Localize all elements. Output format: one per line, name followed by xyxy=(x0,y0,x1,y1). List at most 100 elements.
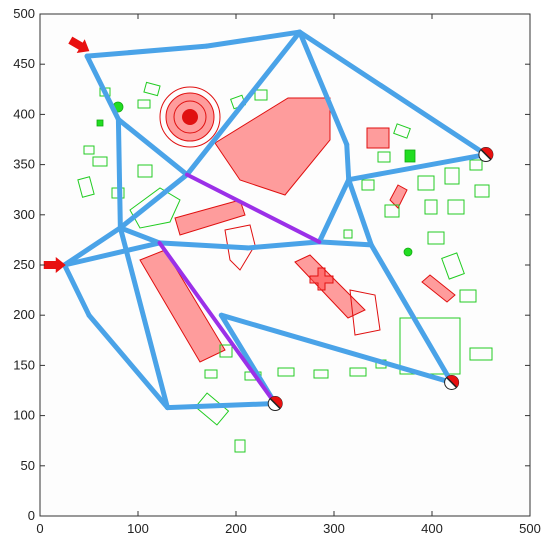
obstacle-zone xyxy=(139,249,226,363)
target-markers xyxy=(267,147,494,412)
entry-arrow-shape xyxy=(68,36,90,54)
obstacle-outline xyxy=(224,224,256,271)
building xyxy=(459,289,477,303)
building-layer xyxy=(77,81,493,453)
route-edge xyxy=(117,225,163,246)
route-edge xyxy=(245,239,322,251)
route-edge xyxy=(84,43,210,59)
route-edge xyxy=(346,177,374,248)
building xyxy=(277,367,295,377)
target-bar xyxy=(269,398,281,410)
building xyxy=(343,229,353,239)
axis-ticks: 0 100 200 300 400 500 0 50 100 150 200 250 300 350 400… xyxy=(13,6,541,536)
route-edge xyxy=(117,172,190,231)
entry-arrow-icon xyxy=(43,257,66,273)
x-tick-label: 400 xyxy=(421,521,443,536)
x-tick-label: 0 xyxy=(36,521,43,536)
building xyxy=(361,179,375,191)
route-edge xyxy=(164,401,278,411)
obstacle-outline xyxy=(349,289,381,336)
route-edge xyxy=(62,262,92,318)
building xyxy=(447,199,465,215)
route-edge xyxy=(297,29,350,148)
target-bar xyxy=(446,376,458,388)
y-tick-label: 450 xyxy=(13,56,35,71)
route-edges xyxy=(62,29,489,411)
route-edge xyxy=(84,53,121,122)
y-tick-label: 100 xyxy=(13,408,35,423)
target-half xyxy=(270,396,283,409)
obstacle-zone xyxy=(421,274,456,303)
y-tick-label: 150 xyxy=(13,357,35,372)
route-edge xyxy=(368,242,455,385)
building xyxy=(441,252,465,280)
building xyxy=(204,369,218,379)
y-tick-label: 250 xyxy=(13,257,35,272)
route-edge xyxy=(204,29,303,49)
highlighted-edge xyxy=(185,172,322,244)
building xyxy=(377,151,391,163)
target-bar xyxy=(480,149,492,161)
highlighted-edge xyxy=(157,240,278,406)
building xyxy=(469,347,493,361)
building xyxy=(137,164,153,178)
route-edge xyxy=(297,29,489,158)
target-half xyxy=(480,147,493,160)
building xyxy=(403,247,413,257)
y-tick-label: 0 xyxy=(28,508,35,523)
obstacle-zone xyxy=(174,199,246,236)
building xyxy=(444,167,460,185)
target-marker-icon xyxy=(478,147,494,163)
route-edge xyxy=(62,225,123,268)
route-edge xyxy=(115,116,123,231)
obstacle-zone xyxy=(214,97,331,196)
building xyxy=(427,231,445,245)
building xyxy=(96,119,104,127)
building xyxy=(474,184,490,198)
route-edge xyxy=(316,177,352,245)
building xyxy=(137,99,151,109)
obstacle-zone xyxy=(294,254,366,319)
entry-arrow-icon xyxy=(68,36,90,54)
x-tick-label: 200 xyxy=(225,521,247,536)
target-half xyxy=(446,375,459,388)
building xyxy=(393,123,411,139)
building xyxy=(92,156,108,167)
obstacle-core xyxy=(182,109,198,125)
route-edge xyxy=(218,312,455,385)
y-tick-label: 400 xyxy=(13,106,35,121)
y-tick-label: 350 xyxy=(13,157,35,172)
building xyxy=(234,439,246,453)
building xyxy=(424,199,438,215)
building xyxy=(83,145,95,155)
y-tick-label: 500 xyxy=(13,6,35,21)
y-tick-label: 50 xyxy=(21,458,35,473)
building xyxy=(194,392,230,426)
building xyxy=(77,176,95,198)
obstacle-layer xyxy=(139,86,456,363)
route-edge xyxy=(346,152,489,183)
route-edge xyxy=(86,312,170,411)
y-tick-label: 300 xyxy=(13,207,35,222)
x-tick-label: 500 xyxy=(519,521,541,536)
entry-arrow-shape xyxy=(43,257,66,273)
y-tick-label: 200 xyxy=(13,307,35,322)
x-tick-label: 300 xyxy=(323,521,345,536)
plot-area xyxy=(39,13,531,517)
highlighted-route xyxy=(157,172,322,406)
building xyxy=(219,344,233,358)
building xyxy=(384,204,400,218)
obstacle-zone xyxy=(366,127,390,149)
obstacle-outline xyxy=(159,86,221,148)
target-marker-icon xyxy=(444,374,460,390)
route-edge xyxy=(157,240,251,251)
building xyxy=(313,369,329,379)
entry-arrows xyxy=(43,36,90,273)
route-edge xyxy=(184,29,303,178)
route-edge xyxy=(62,240,163,268)
building xyxy=(254,89,268,101)
target-marker-icon xyxy=(267,396,283,412)
route-edge xyxy=(115,116,190,178)
building xyxy=(469,159,483,171)
